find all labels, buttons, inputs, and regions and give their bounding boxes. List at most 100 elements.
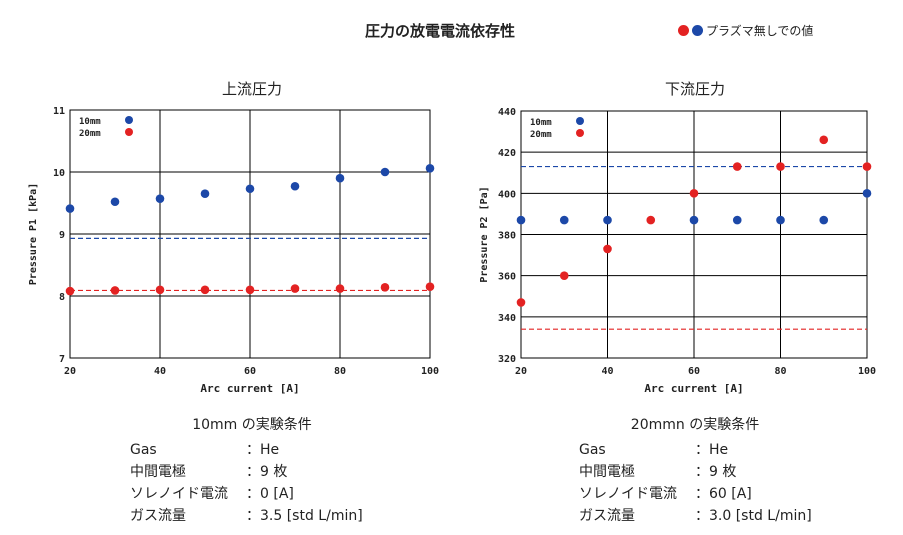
x-tick-label: 80 xyxy=(334,366,346,377)
condition-key: Gas xyxy=(130,442,157,458)
conditions-list-20mm: Gas ：He 中間電極 ：9 枚 ソレノイド電流 ：60 [A] ガス流量 ：3.0 … xyxy=(579,439,812,527)
data-point-20mm xyxy=(335,284,345,293)
y-axis-label: Pressure P2 [Pa] xyxy=(479,186,490,282)
condition-row: ガス流量 ：3.5 [std L/min] xyxy=(130,505,363,527)
data-point-10mm xyxy=(110,197,120,207)
legend-label: 20mm xyxy=(79,129,101,139)
chart-title-upstream: 上流圧力 xyxy=(221,80,282,98)
data-point-10mm xyxy=(245,184,255,194)
plot-frame xyxy=(520,110,868,359)
data-point-20mm xyxy=(862,162,872,171)
data-point-20mm xyxy=(646,215,656,225)
condition-key: ガス流量 xyxy=(579,508,635,524)
data-point-10mm xyxy=(776,215,785,225)
condition-value: ：9 枚 xyxy=(695,464,737,480)
y-tick-label: 10 xyxy=(53,168,65,179)
data-point-10mm xyxy=(380,167,390,177)
y-tick-label: 7 xyxy=(59,354,65,365)
data-point-20mm xyxy=(290,284,300,293)
data-point-10mm xyxy=(290,181,300,191)
condition-row: 中間電極 ：9 枚 xyxy=(579,461,812,483)
data-point-20mm xyxy=(65,286,75,296)
legend-marker-20mm xyxy=(576,129,584,137)
y-tick-label: 8 xyxy=(59,292,65,303)
legend-label: 20mm xyxy=(530,130,552,140)
data-point-10mm xyxy=(516,215,526,225)
condition-key: ソレノイド電流 xyxy=(579,486,677,502)
condition-value: ：9 枚 xyxy=(246,464,288,480)
condition-key: 中間電極 xyxy=(130,464,186,480)
condition-row: Gas ：He xyxy=(130,439,363,461)
condition-key: Gas xyxy=(579,442,606,458)
data-point-10mm xyxy=(65,204,75,213)
legend-marker-20mm xyxy=(125,128,133,136)
legend-label: 10mm xyxy=(530,118,552,128)
condition-row: Gas ：He xyxy=(579,439,812,461)
data-point-20mm xyxy=(603,244,612,254)
x-tick-label: 80 xyxy=(774,366,786,377)
legend-marker-10mm xyxy=(576,117,584,125)
x-tick-label: 40 xyxy=(601,366,613,377)
conditions-list-10mm: Gas ：He 中間電極 ：9 枚 ソレノイド電流 ：0 [A] ガス流量 ：3.5 [… xyxy=(130,439,363,527)
baseline-legend: プラズマ無しでの値 xyxy=(678,22,813,39)
x-tick-label: 40 xyxy=(154,366,166,377)
condition-row: ソレノイド電流 ：60 [A] xyxy=(579,483,812,505)
condition-row: ガス流量 ：3.0 [std L/min] xyxy=(579,505,812,527)
x-tick-label: 20 xyxy=(64,366,76,377)
legend-marker-10mm xyxy=(125,116,133,124)
y-tick-label: 320 xyxy=(498,354,516,365)
condition-value: ：He xyxy=(246,442,280,458)
x-tick-label: 60 xyxy=(688,366,700,377)
data-point-20mm xyxy=(559,271,569,280)
x-axis-label: Arc current [A] xyxy=(644,382,743,395)
condition-key: ソレノイド電流 xyxy=(130,486,228,502)
plot-frame xyxy=(69,109,431,359)
chart-title-downstream: 下流圧力 xyxy=(664,80,725,98)
condition-row: ソレノイド電流 ：0 [A] xyxy=(130,483,363,505)
condition-value: ：He xyxy=(695,442,729,458)
red-dot-icon xyxy=(678,25,689,36)
y-tick-label: 11 xyxy=(53,106,65,117)
condition-key: ガス流量 xyxy=(130,508,186,524)
data-point-10mm xyxy=(732,215,742,225)
data-point-20mm xyxy=(689,189,699,198)
condition-row: 中間電極 ：9 枚 xyxy=(130,461,363,483)
x-tick-label: 100 xyxy=(421,366,439,377)
data-point-10mm xyxy=(200,189,210,198)
data-point-20mm xyxy=(516,298,526,307)
y-tick-label: 360 xyxy=(498,272,516,283)
conditions-title-20mm: 20mmn の実験条件 xyxy=(630,417,760,433)
page-title: 圧力の放電電流依存性 xyxy=(364,22,515,40)
baseline-legend-label: プラズマ無しでの値 xyxy=(706,24,814,38)
y-tick-label: 420 xyxy=(498,148,516,159)
blue-dot-icon xyxy=(692,25,703,36)
condition-value: ：3.5 [std L/min] xyxy=(246,508,363,524)
x-tick-label: 20 xyxy=(515,366,527,377)
data-point-20mm xyxy=(732,162,742,171)
x-tick-label: 100 xyxy=(858,366,876,377)
data-point-20mm xyxy=(245,285,255,295)
data-point-10mm xyxy=(689,215,699,225)
condition-value: ：3.0 [std L/min] xyxy=(695,508,812,524)
data-point-20mm xyxy=(776,162,785,171)
y-tick-label: 440 xyxy=(498,107,516,118)
data-point-10mm xyxy=(559,215,569,225)
y-axis-label: Pressure P1 [kPa] xyxy=(28,183,39,285)
y-tick-label: 400 xyxy=(498,189,516,200)
condition-value: ：60 [A] xyxy=(695,486,752,502)
condition-key: 中間電極 xyxy=(579,464,635,480)
data-point-20mm xyxy=(380,283,390,292)
x-axis-label: Arc current [A] xyxy=(200,382,299,395)
data-point-10mm xyxy=(862,189,872,198)
y-tick-label: 380 xyxy=(498,231,516,242)
data-point-20mm xyxy=(155,285,165,295)
x-tick-label: 60 xyxy=(244,366,256,377)
data-point-10mm xyxy=(425,163,435,173)
conditions-title-10mm: 10mm の実験条件 xyxy=(192,417,312,433)
condition-value: ：0 [A] xyxy=(246,486,294,502)
data-point-10mm xyxy=(335,173,345,183)
data-point-20mm xyxy=(425,282,435,292)
data-point-20mm xyxy=(200,285,210,295)
legend-label: 10mm xyxy=(79,117,101,127)
